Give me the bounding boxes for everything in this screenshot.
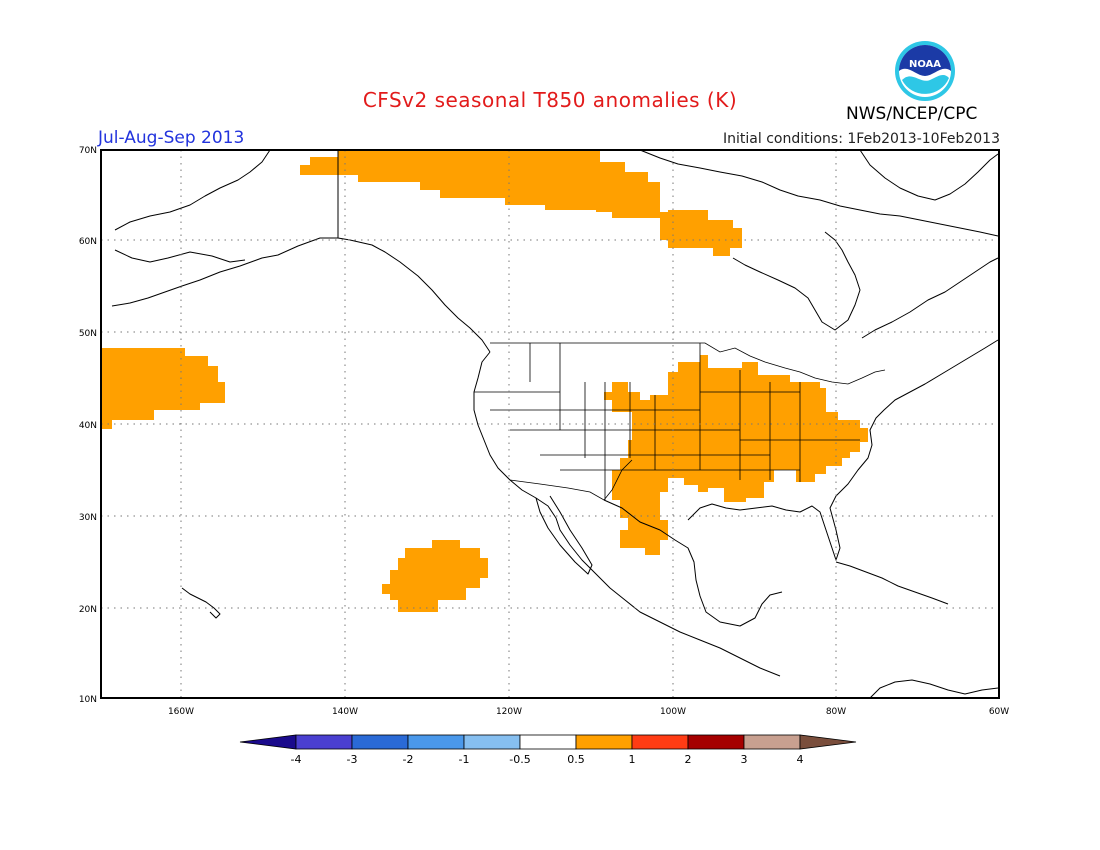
coastline-greenland — [859, 149, 999, 201]
colorbar-swatch — [519, 734, 577, 750]
border-us-canada — [490, 342, 886, 385]
colorbar-label: 2 — [685, 753, 692, 766]
colorbar-swatch — [463, 734, 521, 750]
lon-label-140w: 140W — [332, 707, 358, 717]
latitude-labels: 70N 60N 50N 40N 30N 20N 10N — [79, 146, 97, 705]
anomaly-region-pacific-subtropical — [382, 540, 488, 612]
lat-label-20n: 20N — [79, 605, 97, 615]
noaa-logo: NOAA — [895, 41, 955, 101]
lat-label-60n: 60N — [79, 237, 97, 247]
colorbar-label: -4 — [291, 753, 302, 766]
lon-label-60w: 60W — [989, 707, 1009, 717]
anomaly-region-arctic — [300, 150, 742, 256]
noaa-logo-text: NOAA — [909, 59, 941, 70]
coastlines — [111, 149, 999, 699]
border-states-2 — [474, 391, 860, 471]
colorbar-swatch — [743, 734, 801, 750]
colorbar-label: -2 — [403, 753, 414, 766]
colorbar-label: 1 — [629, 753, 636, 766]
coastline-gulf-mexico — [603, 499, 783, 627]
lat-label-30n: 30N — [79, 513, 97, 523]
coastline-alaska-north — [114, 149, 271, 231]
map-title: CFSv2 seasonal T850 anomalies (K) — [362, 88, 738, 112]
colorbar-labels: -4 -3 -2 -1 -0.5 0.5 1 2 3 4 — [291, 753, 804, 766]
colorbar — [239, 734, 857, 750]
colorbar-swatch — [631, 734, 689, 750]
forecast-period: Jul-Aug-Sep 2013 — [98, 128, 245, 148]
lon-label-100w: 100W — [660, 707, 686, 717]
anomaly-fill-regions — [102, 150, 868, 612]
colorbar-swatch — [295, 734, 353, 750]
colorbar-swatch — [351, 734, 409, 750]
coastline-hawaii — [181, 587, 221, 619]
lat-label-70n: 70N — [79, 146, 97, 156]
political-borders — [474, 342, 886, 501]
lat-label-10n: 10N — [79, 695, 97, 705]
coastline-baja — [535, 495, 593, 575]
lat-label-50n: 50N — [79, 329, 97, 339]
colorbar-label: 3 — [741, 753, 748, 766]
colorbar-right-arrow — [799, 734, 857, 750]
lon-label-80w: 80W — [826, 707, 846, 717]
coastline-arctic-islands — [639, 149, 999, 237]
colorbar-swatch — [407, 734, 465, 750]
colorbar-label: -3 — [347, 753, 358, 766]
colorbar-label: 4 — [797, 753, 804, 766]
coastline-alaska-south — [111, 237, 338, 307]
coastline-hudson-bay — [732, 231, 861, 331]
anomaly-region-pacific-west — [102, 348, 225, 429]
coastline-alaska-west — [337, 150, 491, 353]
coastline-gulf-us — [687, 339, 999, 561]
lon-label-120w: 120W — [496, 707, 522, 717]
coastline-west-us — [473, 351, 781, 677]
map-frame — [100, 149, 1000, 699]
lat-label-40n: 40N — [79, 421, 97, 431]
agency-label: NWS/NCEP/CPC — [846, 104, 978, 124]
colorbar-label: -0.5 — [509, 753, 530, 766]
coastline-south-america — [869, 679, 999, 699]
colorbar-left-arrow — [239, 734, 297, 750]
coastline-alaska-sw — [114, 249, 246, 263]
border-us-mexico — [509, 459, 633, 501]
initial-conditions: Initial conditions: 1Feb2013-10Feb2013 — [723, 131, 1000, 147]
border-states-1 — [529, 343, 801, 500]
colorbar-label: -1 — [459, 753, 470, 766]
colorbar-swatch — [687, 734, 745, 750]
colorbar-label: 0.5 — [567, 753, 585, 766]
colorbar-swatch — [575, 734, 633, 750]
longitude-labels: 160W 140W 120W 100W 80W 60W — [168, 707, 1009, 717]
lon-label-160w: 160W — [168, 707, 194, 717]
coastline-labrador — [861, 257, 999, 339]
graticule — [101, 150, 999, 698]
coastline-caribbean — [835, 561, 949, 605]
